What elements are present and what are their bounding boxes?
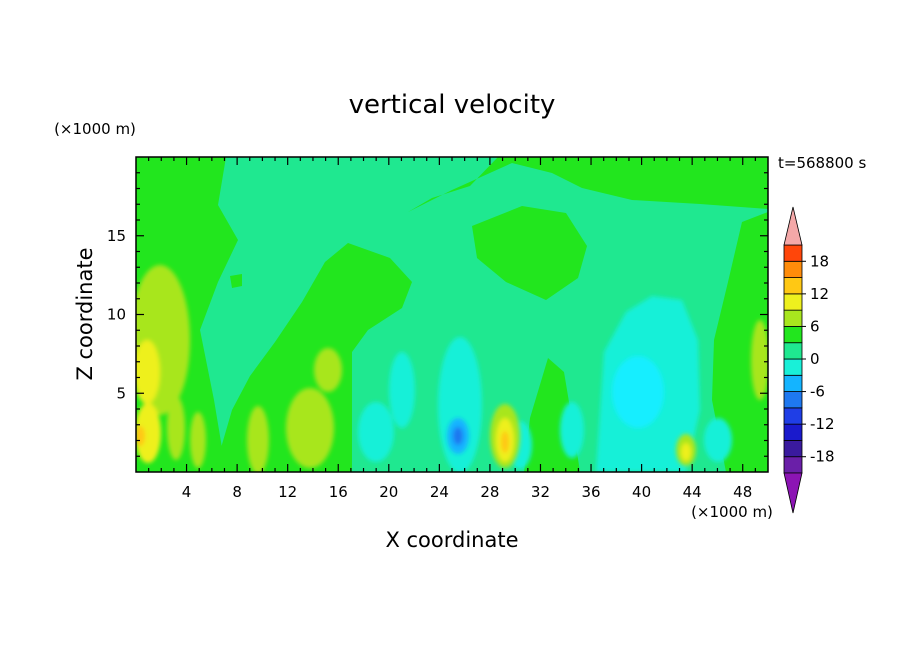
colorbar-band: [783, 391, 803, 409]
colorbar-band: [783, 374, 803, 392]
x-tick-label: 8: [232, 483, 242, 501]
contour-region-updraft-m: [681, 443, 691, 461]
colorbar-tick-label: 12: [810, 285, 829, 303]
colorbar-band: [783, 293, 803, 311]
contour-region-updraft-k: [501, 431, 509, 453]
contour-field: [136, 157, 768, 472]
y-tick-label: 5: [116, 384, 126, 402]
colorbar-band: [783, 423, 803, 441]
time-label: t=568800 s: [778, 154, 866, 172]
contour-region-updraft-f: [247, 406, 269, 472]
x-tick-label: 20: [379, 483, 398, 501]
contour-region-small-left: [230, 274, 242, 288]
colorbar-band: [783, 260, 803, 278]
x-tick-label: 48: [733, 483, 752, 501]
contour-region-downdraft-g: [704, 418, 732, 462]
updraft-region: [136, 265, 768, 472]
colorbar-band: [783, 407, 803, 425]
colorbar-band: [783, 309, 803, 327]
colorbar-band: [783, 342, 803, 360]
contour-region-right-edge: [712, 212, 768, 472]
x-tick-label: 44: [683, 483, 702, 501]
contour-region-downdraft-b: [389, 352, 415, 428]
colorbar: 18 12 6 0 -6 -12 -18: [783, 206, 835, 514]
colorbar-tick-label: 0: [810, 350, 820, 368]
x-tick-label: 40: [632, 483, 651, 501]
contour-region-updraft-h: [314, 348, 342, 392]
contour-region-upper-band: [408, 157, 768, 212]
contour-region-strong-downdraft-a: [612, 356, 664, 428]
colorbar-tick-label: 6: [810, 317, 820, 335]
colorbar-tick-label: 18: [810, 252, 829, 270]
colorbar-band: [783, 358, 803, 376]
contour-region-upper-blob: [472, 206, 587, 300]
colorbar-band: [783, 440, 803, 458]
contour-region-updraft-d: [167, 396, 185, 460]
x-tick-label: 28: [480, 483, 499, 501]
colorbar-over-triangle: [783, 206, 803, 246]
colorbar-band: [783, 244, 803, 262]
contour-region-updraft-b: [136, 340, 160, 404]
colorbar-band: [783, 326, 803, 344]
colorbar-tick-label: -6: [810, 383, 825, 401]
strong-downdraft-region: [447, 356, 664, 454]
y-axis: 5 10 15: [107, 172, 768, 457]
x-axis-title: X coordinate: [385, 528, 518, 552]
x-tick-label: 16: [329, 483, 348, 501]
colorbar-band: [783, 456, 803, 474]
contour-region-downdraft-a: [358, 402, 394, 462]
x-tick-label: 36: [581, 483, 600, 501]
x-axis: 4 8 12 16 20 24 28 32 36 40 44 48: [148, 157, 756, 501]
contour-region-updraft-e: [190, 412, 206, 468]
y-axis-title: Z coordinate: [73, 247, 97, 380]
x-tick-label: 4: [182, 483, 192, 501]
colorbar-tick-label: -18: [810, 448, 835, 466]
chart-title: vertical velocity: [349, 90, 556, 120]
contour-region-downdraft-e: [560, 402, 584, 458]
y-tick-label: 10: [107, 306, 126, 324]
colorbar-tick-label: -12: [810, 415, 835, 433]
x-tick-label: 24: [430, 483, 449, 501]
x-unit-label: (×1000 m): [691, 503, 773, 521]
x-tick-label: 12: [278, 483, 297, 501]
contour-region-updraft-n: [751, 320, 768, 400]
contour-region-updraft-c: [136, 403, 161, 463]
y-unit-label: (×1000 m): [54, 120, 136, 138]
contour-region-strong-downdraft-core: [453, 427, 463, 445]
colorbar-under-triangle: [783, 472, 803, 514]
contour-region-updraft-g: [286, 388, 334, 468]
colorbar-band: [783, 277, 803, 295]
y-tick-label: 15: [107, 227, 126, 245]
x-tick-label: 32: [531, 483, 550, 501]
